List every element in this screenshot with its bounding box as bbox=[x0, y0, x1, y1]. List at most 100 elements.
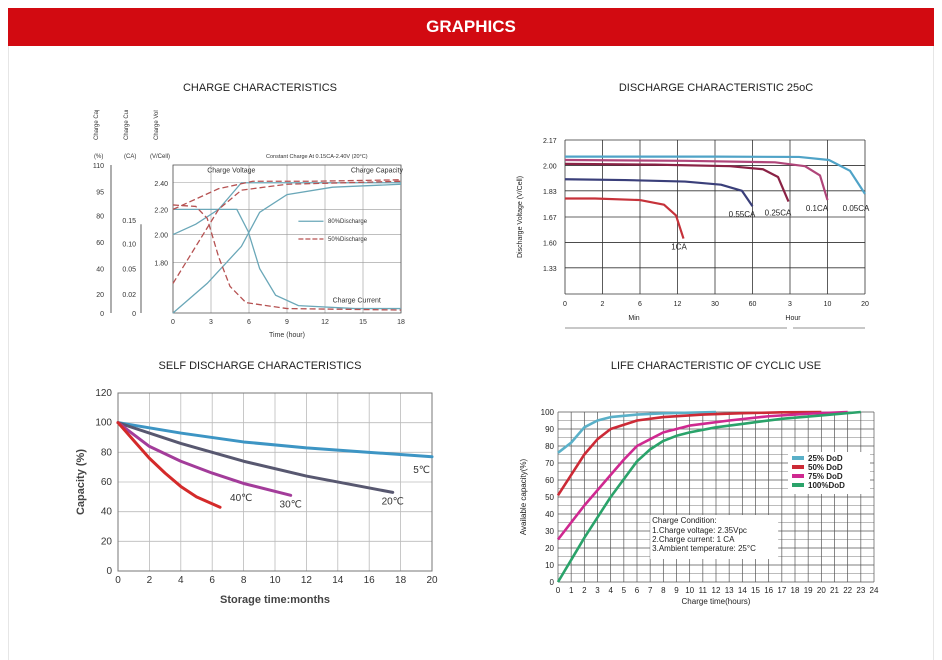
x-tick-label: 20 bbox=[817, 586, 826, 595]
current-tick: 0 bbox=[132, 311, 136, 318]
voltage-tick: 1.80 bbox=[154, 261, 168, 268]
y-axis-label: Discharge Voltage (V/Cell) bbox=[517, 176, 524, 258]
series-label: 0.05CA bbox=[843, 204, 870, 213]
series-line bbox=[116, 421, 395, 494]
capacity-tick: 40 bbox=[96, 267, 104, 274]
x-tick-label: 12 bbox=[674, 301, 682, 308]
x-tick-label: 12 bbox=[712, 586, 721, 595]
axis-header: Charge Current bbox=[124, 110, 130, 140]
x-tick-label: 0 bbox=[563, 301, 567, 308]
curve-label: Charge Capacity bbox=[351, 167, 404, 174]
x-tick-label: 0 bbox=[556, 586, 561, 595]
series-label: 0.1CA bbox=[806, 204, 829, 213]
chart-title-discharge: DISCHARGE CHARACTERISTIC 25oC bbox=[618, 82, 814, 94]
y-tick-label: 2.17 bbox=[543, 138, 557, 145]
current-tick: 0.02 bbox=[122, 292, 136, 299]
x-unit-label: Min bbox=[628, 315, 639, 322]
y-tick-label: 100 bbox=[95, 418, 112, 429]
x-tick-label: 8 bbox=[241, 575, 247, 586]
x-tick-label: 19 bbox=[804, 586, 813, 595]
y-tick-label: 0 bbox=[106, 566, 112, 577]
x-tick-label: 6 bbox=[635, 586, 640, 595]
axis-unit: (CA) bbox=[124, 154, 136, 160]
x-tick-label: 11 bbox=[699, 586, 708, 595]
legend-label: 50% DoD bbox=[808, 463, 843, 472]
series-line bbox=[556, 410, 861, 583]
section-header: GRAPHICS bbox=[8, 8, 934, 46]
plot-frame bbox=[117, 392, 433, 572]
y-tick-label: 100 bbox=[541, 408, 555, 417]
condition-note: 1.Charge voltage: 2.35Vpc bbox=[652, 526, 747, 535]
x-tick-label: 30 bbox=[711, 301, 719, 308]
series-line bbox=[557, 410, 717, 454]
series-line bbox=[172, 204, 402, 311]
capacity-tick: 0 bbox=[100, 311, 104, 318]
legend-swatch bbox=[792, 465, 804, 469]
y-tick-label: 2.00 bbox=[543, 164, 557, 171]
x-tick-label: 15 bbox=[359, 319, 367, 326]
y-tick-label: 50 bbox=[545, 493, 554, 502]
series-line bbox=[564, 178, 754, 207]
y-axis-label: Available capacity(%) bbox=[519, 459, 528, 536]
x-tick-label: 6 bbox=[638, 301, 642, 308]
series-line bbox=[556, 410, 848, 541]
x-tick-label: 20 bbox=[861, 301, 869, 308]
x-tick-label: 12 bbox=[321, 319, 329, 326]
x-tick-label: 21 bbox=[830, 586, 839, 595]
axis-unit: (%) bbox=[94, 154, 103, 160]
y-tick-label: 10 bbox=[545, 561, 554, 570]
x-tick-label: 3 bbox=[788, 301, 792, 308]
x-tick-label: 14 bbox=[332, 575, 344, 586]
legend-label: 50%Discharge bbox=[328, 237, 368, 243]
condition-note: 3.Ambient temperature: 25°C bbox=[652, 544, 756, 553]
curve-label: Charge Current bbox=[333, 298, 381, 305]
x-tick-label: 10 bbox=[269, 575, 281, 586]
x-tick-label: 3 bbox=[595, 586, 600, 595]
series-label: 0.25CA bbox=[765, 208, 792, 217]
x-axis-label: Storage time:months bbox=[220, 594, 330, 606]
x-tick-label: 22 bbox=[843, 586, 852, 595]
legend-label: 75% DoD bbox=[808, 472, 843, 481]
series-label: 20℃ bbox=[382, 496, 404, 507]
plot-frame bbox=[172, 164, 402, 314]
charge-chart: Charge Capacity Charge Current Charge Volt… bbox=[93, 110, 405, 339]
x-tick-label: 8 bbox=[661, 586, 666, 595]
x-tick-label: 18 bbox=[791, 586, 800, 595]
series-line bbox=[556, 410, 822, 497]
voltage-tick: 2.00 bbox=[154, 233, 168, 240]
series-line bbox=[172, 180, 402, 284]
x-tick-label: 7 bbox=[648, 586, 653, 595]
x-tick-label: 6 bbox=[209, 575, 215, 586]
x-tick-label: 18 bbox=[395, 575, 407, 586]
capacity-tick: 60 bbox=[96, 240, 104, 247]
voltage-tick: 2.20 bbox=[154, 207, 168, 214]
x-tick-label: 13 bbox=[725, 586, 734, 595]
series-line bbox=[116, 421, 222, 509]
x-tick-label: 16 bbox=[764, 586, 773, 595]
series-label: 0.55CA bbox=[729, 210, 756, 219]
capacity-tick: 80 bbox=[96, 213, 104, 220]
x-tick-label: 24 bbox=[870, 586, 879, 595]
y-tick-label: 1.60 bbox=[543, 241, 557, 248]
legend-swatch bbox=[792, 483, 804, 487]
x-axis-label: Charge time(hours) bbox=[682, 597, 751, 606]
x-tick-label: 3 bbox=[209, 319, 213, 326]
axis-header: Charge Capacity bbox=[94, 110, 100, 140]
x-tick-label: 10 bbox=[685, 586, 694, 595]
x-tick-label: 0 bbox=[115, 575, 121, 586]
y-tick-label: 20 bbox=[101, 536, 113, 547]
x-tick-label: 2 bbox=[582, 586, 587, 595]
voltage-tick: 2.40 bbox=[154, 181, 168, 188]
x-axis-label: Time (hour) bbox=[269, 332, 305, 339]
axis-unit: (V/Cell) bbox=[150, 154, 170, 160]
condition-text: Constant Charge At 0.15CA-2.40V (20°C) bbox=[266, 154, 368, 160]
x-tick-label: 4 bbox=[178, 575, 184, 586]
y-tick-label: 90 bbox=[545, 425, 554, 434]
series-line bbox=[565, 197, 685, 239]
life-cycle-chart: 0 1 2 3 4 5 6 7 8 9 10 11 12 13 14 15 16 17 18 19 20 21 22 23 24… bbox=[519, 408, 879, 606]
discharge-chart: 2.17 2.00 1.83 1.67 1.60 1.33 0 2 6 12 30 60 3 10 20 Mi… bbox=[517, 138, 870, 329]
x-tick-label: 12 bbox=[301, 575, 313, 586]
x-tick-label: 20 bbox=[426, 575, 438, 586]
curve-label: Charge Voltage bbox=[207, 167, 255, 174]
y-tick-label: 0 bbox=[550, 578, 555, 587]
